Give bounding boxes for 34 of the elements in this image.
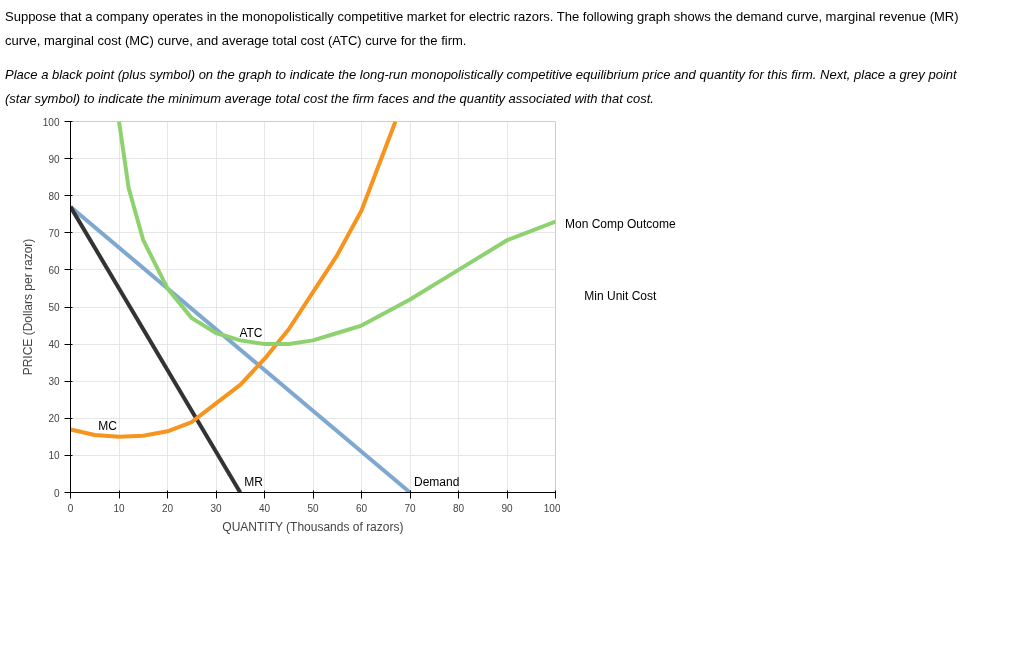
y-tick-label: 100 <box>42 116 60 128</box>
y-tick-label: 70 <box>48 227 60 239</box>
x-axis-title: QUANTITY (Thousands of razors) <box>222 519 404 534</box>
x-tick-label: 30 <box>210 502 222 514</box>
x-tick-label: 90 <box>501 502 513 514</box>
x-tick-label: 0 <box>67 502 74 514</box>
y-tick-label: 10 <box>48 450 60 462</box>
line-series <box>70 121 398 439</box>
x-tick-label: 60 <box>355 502 368 514</box>
series-label: MR <box>244 474 264 489</box>
y-tick-label: 0 <box>53 487 60 499</box>
x-tick-label: 70 <box>404 502 416 514</box>
x-tick-label: 10 <box>113 502 125 514</box>
series-label: ATC <box>239 326 263 341</box>
series-label: Demand <box>414 474 460 489</box>
text: Min Unit Cost <box>583 288 658 306</box>
y-tick-label: 40 <box>48 339 60 351</box>
chart-title: Suppose that a company operates in the monopolistically competitive market for electric razors. The following graph shows the demand curve, marginal revenue (MR) curve, marginal cost (MC) curve, and average total cost (ATC) curve for the firm. <box>5 8 960 50</box>
x-tick-label: 50 <box>307 502 319 514</box>
line-series <box>117 121 556 347</box>
y-tick-label: 50 <box>48 302 60 313</box>
x-tick-label: 100 <box>543 502 561 514</box>
y-tick-label: 30 <box>48 376 60 388</box>
series-label: MC <box>98 418 118 433</box>
chart-subtitle: Place a black point (plus symbol) on the graph to indicate the long-run monopolistically competitive equilibrium price and quantity for this firm. Next, place a grey point (star symbol) to indicate the minimum average total cost the firm faces and the quantity associated with that cost. <box>5 66 958 108</box>
x-tick-label: 80 <box>452 502 465 514</box>
y-tick-label: 60 <box>48 264 60 276</box>
text: Mon Comp Outcome <box>565 216 676 233</box>
x-tick-label: 20 <box>161 502 174 514</box>
x-tick-label: 40 <box>258 502 271 514</box>
y-axis-title: PRICE (Dollars per razor) <box>20 238 35 376</box>
y-tick-label: 20 <box>48 413 60 425</box>
y-tick-label: 80 <box>48 190 60 202</box>
y-tick-label: 90 <box>48 153 60 165</box>
